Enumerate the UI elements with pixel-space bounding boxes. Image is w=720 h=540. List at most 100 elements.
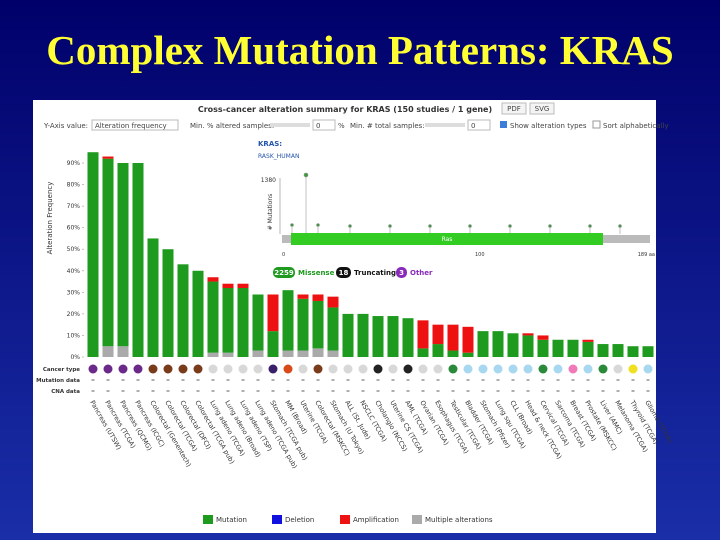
y-axis-title: Alteration Frequency — [46, 182, 54, 255]
bar-segment — [117, 163, 129, 347]
bar-segment — [462, 352, 474, 357]
cancer-type-dot — [208, 364, 218, 374]
cancer-type-dot — [163, 364, 173, 374]
bar-segment — [207, 277, 219, 282]
slide-title: Complex Mutation Patterns: KRAS — [46, 27, 673, 73]
min-total-label: Min. # total samples: — [350, 122, 425, 130]
cancer-type-dot — [298, 364, 308, 374]
bar-segment — [417, 320, 429, 349]
bar-segment — [237, 283, 249, 289]
y-tick-label: 80% — [67, 182, 81, 189]
bar-segment — [267, 294, 279, 332]
cancer-type-dot — [193, 364, 203, 374]
y-tick-label: 0% — [70, 354, 80, 361]
cancer-type-dot — [268, 364, 278, 374]
checkbox[interactable] — [500, 121, 507, 128]
bar-segment — [132, 163, 144, 357]
bar-segment — [297, 294, 309, 299]
bar-segment — [117, 346, 129, 357]
bar-segment — [282, 290, 294, 351]
yaxis-label: Y-Axis value: — [43, 122, 88, 130]
cancer-type-dot — [148, 364, 158, 374]
cancer-type-dot — [508, 364, 518, 374]
cancer-type-dot — [313, 364, 323, 374]
row-label: Cancer type — [43, 367, 80, 373]
legend-label: Mutation — [216, 516, 247, 524]
bar-segment — [462, 326, 474, 353]
bar-segment — [207, 281, 219, 353]
truncating-count: 18 — [339, 269, 349, 277]
slider[interactable] — [425, 123, 465, 127]
bar-segment — [222, 283, 234, 289]
cancer-type-dot — [493, 364, 503, 374]
legend-label: Multiple alterations — [425, 516, 493, 524]
bar-segment — [432, 344, 444, 357]
y-tick-label: 60% — [67, 225, 81, 232]
cancer-type-dot — [433, 364, 443, 374]
yaxis-select[interactable] — [91, 119, 179, 131]
bar-segment — [357, 313, 369, 357]
cancer-type-dot — [538, 364, 548, 374]
protein-label: RASK_HUMAN — [258, 153, 299, 160]
bar-segment — [432, 324, 444, 345]
bar-segment — [327, 307, 339, 351]
cancer-type-dot — [283, 364, 293, 374]
cancer-type-dot — [388, 364, 398, 374]
show-types: Show alteration types — [510, 122, 587, 130]
bar-segment — [447, 324, 459, 351]
truncating-label: Truncating — [354, 269, 396, 277]
min-pct-value: 0 — [316, 122, 320, 130]
bar-segment — [267, 331, 279, 357]
cancer-type-dot — [343, 364, 353, 374]
min-pct-input[interactable] — [312, 119, 336, 131]
svg-label: SVG — [535, 105, 550, 113]
lollipops — [290, 172, 622, 234]
pdf-label: PDF — [507, 105, 521, 113]
legend-label: Deletion — [285, 516, 314, 524]
bar-segment — [282, 350, 294, 357]
bar-segment — [222, 352, 234, 357]
bar-segment — [207, 352, 219, 357]
bar-segment — [492, 331, 504, 357]
slider[interactable] — [270, 123, 310, 127]
cancer-type-dot — [103, 364, 113, 374]
y-tick-label: 40% — [67, 268, 81, 275]
cancer-type-dot — [373, 364, 383, 374]
bar-segment — [102, 346, 114, 357]
y-tick-label: 90% — [67, 160, 81, 167]
cancer-type-dot — [448, 364, 458, 374]
svg-button[interactable] — [529, 102, 555, 115]
gene-label: KRAS: — [258, 140, 282, 148]
bar-segment — [522, 335, 534, 357]
bar-segment — [327, 296, 339, 308]
legend-swatch — [272, 515, 282, 524]
bar-segment — [372, 316, 384, 357]
min-total-input[interactable] — [467, 119, 491, 131]
checkbox[interactable] — [592, 120, 601, 129]
bar-segment — [387, 316, 399, 357]
cancer-type-dot — [178, 364, 188, 374]
bar-segment — [612, 344, 624, 357]
bar-segment — [237, 288, 249, 357]
other-label: Other — [410, 269, 433, 277]
pct-unit: % — [338, 122, 345, 130]
bar-segment — [447, 350, 459, 357]
cancer-type-dot — [328, 364, 338, 374]
min-pct-label: Min. % altered samples: — [190, 122, 274, 130]
cancer-type-dot — [628, 364, 638, 374]
missense-badge — [273, 267, 295, 278]
cancer-type-dot — [613, 364, 623, 374]
bar-segment — [477, 331, 489, 357]
bar-segment — [87, 152, 99, 357]
mutations-max: 1380 — [261, 177, 276, 184]
bar-segment — [297, 298, 309, 351]
y-tick-label: 30% — [67, 289, 81, 296]
bar-segment — [417, 348, 429, 357]
legend-swatch — [203, 515, 213, 524]
y-tick-label: 50% — [67, 246, 81, 253]
pdf-button[interactable] — [501, 102, 527, 115]
cancer-type-dot — [118, 364, 128, 374]
cancer-type-dot — [478, 364, 488, 374]
y-tick-label: 10% — [67, 332, 81, 339]
sort-alpha: Sort alphabetically — [603, 122, 669, 130]
